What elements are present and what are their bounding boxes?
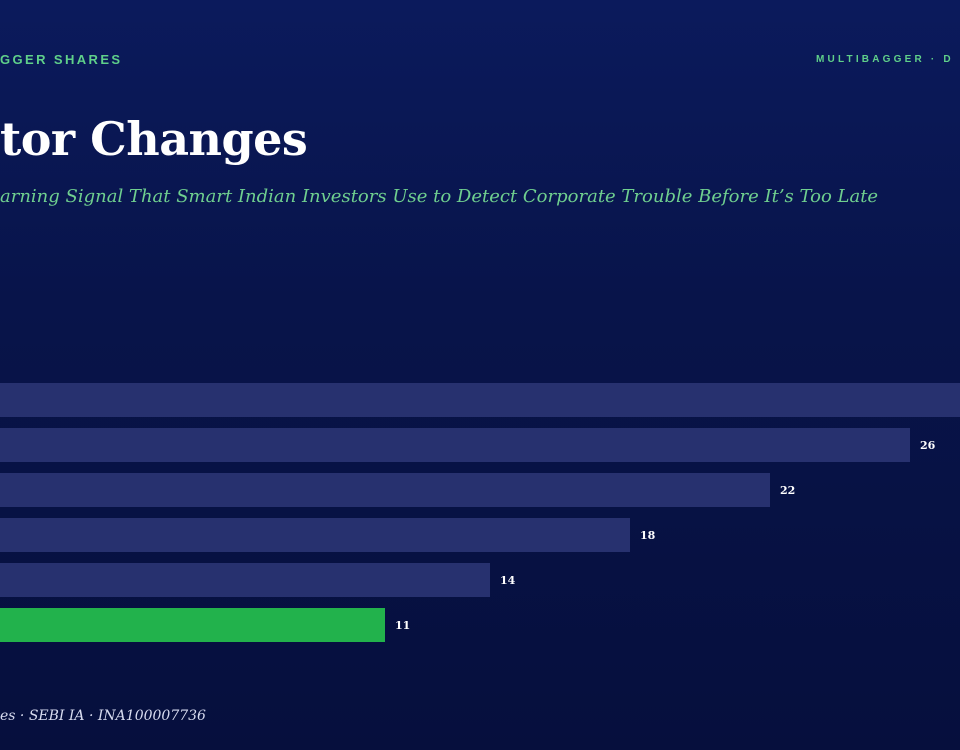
bar-value-label: 18 (640, 529, 656, 542)
bar-value-label: 11 (395, 619, 410, 632)
bar (0, 473, 770, 507)
bar (0, 428, 910, 462)
bar (0, 383, 960, 417)
bar (0, 518, 630, 552)
page-subtitle: arning Signal That Smart Indian Investor… (0, 186, 879, 207)
bar-value-label: 22 (780, 484, 795, 497)
bar-value-label: 14 (500, 574, 516, 587)
page-title: tor Changes (0, 112, 308, 166)
bar-highlight (0, 608, 385, 642)
brand-label-right: MULTIBAGGER · D (816, 54, 954, 65)
bar-value-label: 26 (920, 439, 936, 452)
bar-group: 26 22 18 14 11 (0, 383, 960, 642)
bar (0, 563, 490, 597)
brand-label-left: GGER SHARES (0, 52, 123, 67)
footer-disclaimer: es · SEBI IA · INA100007736 (0, 708, 206, 724)
